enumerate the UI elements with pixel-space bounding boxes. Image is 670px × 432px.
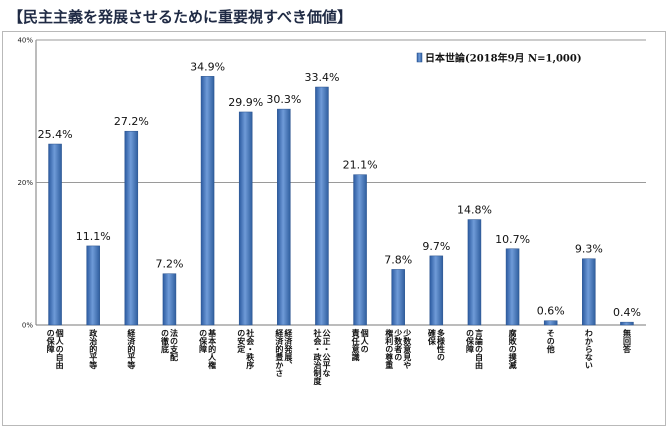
category-label: 経済発展、 [283,328,293,369]
bar [124,130,139,326]
category-label: 無回答 [621,328,631,354]
category-label: の保障 [198,329,208,354]
bar [429,255,444,326]
bar-value-label: 27.2% [114,115,149,128]
bar [467,219,482,326]
bar-value-label: 0.4% [613,306,641,319]
y-tick-label: 20% [17,179,33,187]
category-label: わからない [584,329,593,369]
bar [200,76,215,326]
category-label: 社会・政治制度 [312,328,322,386]
bar [582,258,596,326]
bar [162,273,177,326]
bar-value-label: 9.7% [422,240,450,253]
category-label: 政治的平等 [89,328,98,370]
chart-title: 【民主主義を発展させるために重要視すべき価値】 [8,8,352,26]
bar-value-label: 29.9% [228,96,263,109]
bar-value-label: 11.1% [76,230,111,243]
legend-swatch [416,52,423,63]
bar-value-label: 14.8% [457,204,492,217]
category-label: 責任意識 [351,328,360,362]
category-label: 少数者の [393,328,403,361]
category-label: その他 [546,329,555,354]
bar [315,86,329,326]
bar-value-label: 7.8% [384,253,412,266]
category-label: 公正・公平な [322,329,331,377]
bar-value-label: 30.3% [266,93,301,106]
category-label: の保障 [45,329,55,354]
category-label: 個人の [359,328,369,353]
bar [353,174,367,326]
category-label: 経済的豊かさ [274,328,284,377]
chart-frame [2,31,666,426]
bar [238,111,253,326]
legend-label: 日本世論(2018年9月 N=1,000) [425,52,582,65]
bar [277,108,291,326]
category-label: 腐敗の撲滅 [507,328,517,370]
bar-value-label: 25.4% [38,128,73,141]
category-label: 個人の自由 [54,328,64,370]
category-label: の安定 [237,329,246,354]
bar-value-label: 0.6% [537,305,565,318]
category-label: 少数意見や [402,328,412,370]
category-label: 権利の尊重 [385,328,394,370]
bar [86,245,100,326]
bar [391,269,405,326]
bar-value-label: 21.1% [343,159,378,172]
bar-value-label: 34.9% [190,60,225,73]
category-label: 社会・秩序 [245,328,255,370]
category-label: の徹底 [159,329,169,354]
category-label: 基本的人権 [207,328,217,370]
bar-value-label: 9.3% [575,243,603,256]
y-tick-label: 40% [17,37,33,45]
bar-value-label: 33.4% [304,71,339,84]
bar [505,248,520,326]
category-label: 多様性の [435,328,445,361]
y-tick-label: 0% [22,322,33,330]
bar-value-label: 7.2% [155,258,183,271]
bar-value-label: 10.7% [495,233,530,246]
category-label: の保障 [464,329,474,354]
category-label: 確保 [426,328,436,346]
category-label: 法の支配 [168,328,178,362]
bar [48,143,62,326]
category-label: 言論の自由 [473,328,483,370]
bar [543,320,558,326]
category-label: 経済的平等 [126,328,136,370]
bar [620,321,634,326]
